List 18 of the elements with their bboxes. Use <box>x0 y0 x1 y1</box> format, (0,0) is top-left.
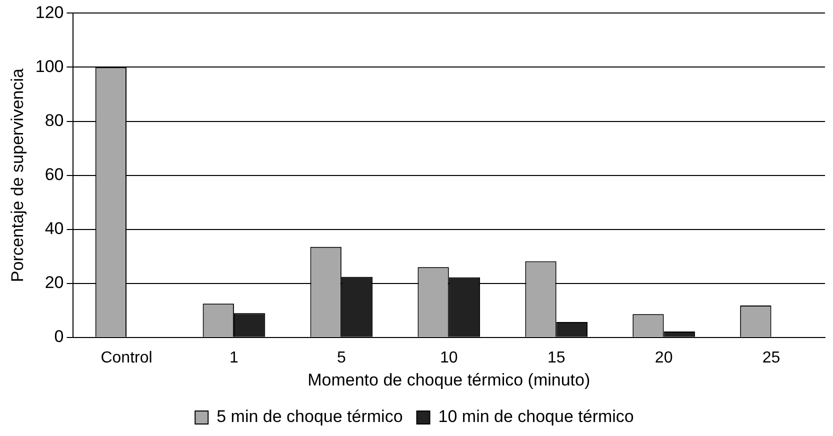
x-tick-label: 5 <box>336 349 346 366</box>
x-tick-label: 1 <box>230 349 239 366</box>
y-tick-label: 20 <box>44 273 64 292</box>
y-tick-label: 120 <box>35 2 64 22</box>
y-tick-label: 0 <box>54 327 64 346</box>
y-tick-label: 60 <box>44 164 64 184</box>
y-axis-title: Porcentaje de supervivencia <box>8 68 27 282</box>
y-tick-label: 80 <box>44 110 64 130</box>
x-tick-label: 25 <box>762 349 780 366</box>
x-tick-label: 10 <box>440 349 458 366</box>
legend-label: 5 min de choque térmico <box>216 407 403 426</box>
x-tick-label: Control <box>100 349 152 366</box>
x-tick-label: 15 <box>547 349 566 366</box>
y-tick-label: 40 <box>44 219 64 238</box>
legend-label: 10 min de choque térmico <box>438 407 634 426</box>
y-tick-label: 100 <box>35 56 64 76</box>
x-axis-title: Momento de choque térmico (minuto) <box>308 370 590 390</box>
x-tick-label: 20 <box>654 349 673 366</box>
